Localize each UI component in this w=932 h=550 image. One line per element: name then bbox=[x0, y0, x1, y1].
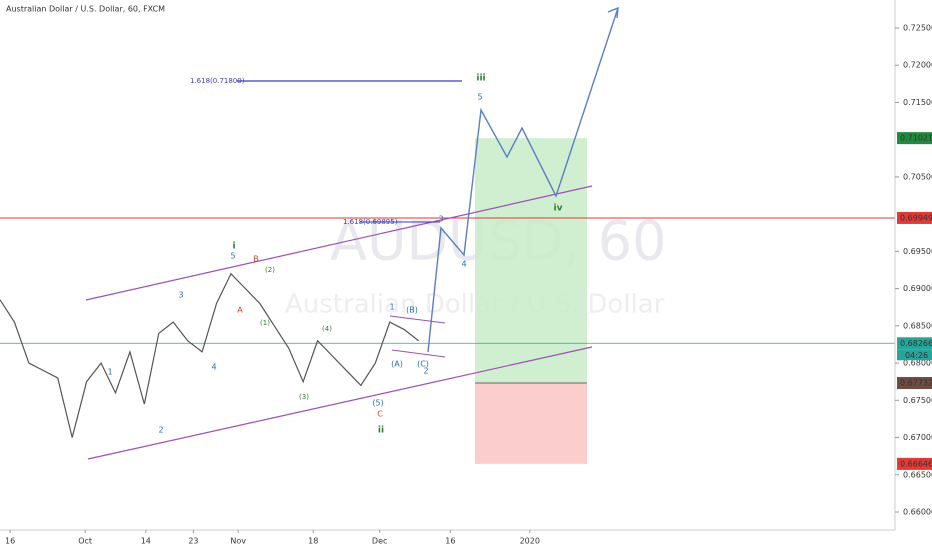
wave-label: iv bbox=[554, 204, 563, 214]
stop-zone bbox=[475, 383, 587, 464]
x-tick-label: Oct bbox=[78, 537, 92, 546]
x-tick-label: 2020 bbox=[520, 537, 540, 546]
wave-label: (2) bbox=[265, 266, 275, 274]
wave-label: i bbox=[232, 242, 235, 252]
wave-label: (1) bbox=[260, 319, 270, 327]
wave-label: 4 bbox=[211, 363, 216, 372]
wave-label: C bbox=[377, 410, 383, 419]
x-tick-label: 16 bbox=[445, 537, 455, 546]
chart-title: Australian Dollar / U.S. Dollar, 60, FXC… bbox=[6, 5, 165, 14]
channel-lower bbox=[87, 346, 593, 460]
projection-path bbox=[427, 7, 619, 353]
wave-label: (3) bbox=[299, 393, 309, 401]
channel-upper bbox=[85, 185, 593, 301]
x-tick-label: 14 bbox=[141, 537, 151, 546]
drawings bbox=[85, 6, 619, 460]
wave-label: 5 bbox=[230, 252, 235, 261]
wave-label: 2 bbox=[158, 426, 163, 435]
price-tag-label: 0.66646 bbox=[900, 459, 932, 468]
wave-label: (C) bbox=[417, 360, 429, 369]
wave-label: 1 bbox=[389, 303, 394, 312]
x-tick-label: 16 bbox=[5, 537, 15, 546]
price-tag bbox=[897, 132, 932, 145]
price-tag-label: 0.71021 bbox=[900, 134, 932, 143]
wave-label: B bbox=[253, 255, 259, 264]
price-tag-label: 0.67732 bbox=[900, 379, 932, 388]
wave-label: 3 bbox=[178, 291, 183, 300]
wave-label: (5) bbox=[372, 399, 383, 408]
x-tick-label: 18 bbox=[308, 537, 318, 546]
wave-label: 3 bbox=[438, 215, 443, 224]
y-tick-label: 0.66000 bbox=[903, 508, 932, 517]
countdown: 04:26 bbox=[905, 351, 928, 360]
wave-label: (B) bbox=[406, 306, 418, 315]
countdown-tag bbox=[897, 349, 932, 361]
wave-label: 1 bbox=[107, 368, 112, 377]
wave-label: A bbox=[237, 306, 243, 315]
target-zone bbox=[475, 138, 587, 384]
price-tag bbox=[897, 377, 932, 390]
price-tag bbox=[897, 457, 932, 470]
wave-label: ii bbox=[378, 426, 384, 436]
price-tag bbox=[897, 337, 932, 350]
x-tick-label: 23 bbox=[188, 537, 198, 546]
price-tag-label: 0.68266 bbox=[900, 339, 932, 348]
wave-labels: 1 2 3 4 5 i A B (2) (1) (4) (3) (5) C ii… bbox=[107, 74, 562, 436]
wave-label: (A) bbox=[391, 360, 403, 369]
wave-label: (4) bbox=[322, 325, 332, 333]
arrow-head bbox=[607, 6, 619, 19]
wave-label: 2 bbox=[423, 367, 428, 376]
wave-label: 5 bbox=[477, 93, 482, 102]
price-tag bbox=[897, 211, 932, 224]
watermark-subtitle: Australian Dollar / U.S. Dollar bbox=[285, 290, 665, 320]
x-tick-label: Nov bbox=[230, 537, 246, 546]
fib-label: 1.618(0.69895) bbox=[343, 218, 398, 226]
price-line bbox=[0, 272, 419, 438]
wave-label: iii bbox=[476, 74, 485, 84]
price-tag-label: 0.69949 bbox=[900, 213, 932, 222]
triangle-line bbox=[391, 349, 446, 358]
wave-label: 4 bbox=[461, 260, 466, 269]
triangle-line bbox=[389, 315, 446, 324]
x-tick-label: Dec bbox=[372, 537, 387, 546]
fib-label: 1.618(0.71800) bbox=[190, 77, 245, 85]
